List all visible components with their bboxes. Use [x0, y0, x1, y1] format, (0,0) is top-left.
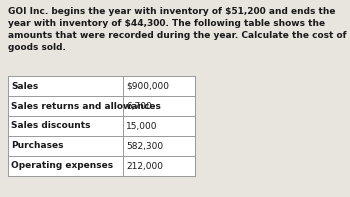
Bar: [123, 76, 195, 96]
Bar: [123, 96, 195, 116]
Text: $900,000: $900,000: [126, 82, 169, 90]
Bar: [8, 136, 123, 156]
Bar: [123, 136, 195, 156]
Bar: [8, 116, 123, 136]
Text: Sales discounts: Sales discounts: [11, 122, 91, 130]
Bar: [123, 116, 195, 136]
Bar: [8, 76, 123, 96]
Text: Sales returns and allowances: Sales returns and allowances: [11, 101, 161, 111]
Text: 212,000: 212,000: [126, 162, 163, 170]
Text: Operating expenses: Operating expenses: [11, 162, 113, 170]
Text: 582,300: 582,300: [126, 141, 163, 151]
Text: Sales: Sales: [11, 82, 38, 90]
Text: 15,000: 15,000: [126, 122, 158, 130]
Text: 6,700: 6,700: [126, 101, 152, 111]
Text: GOI Inc. begins the year with inventory of $51,200 and ends the
year with invent: GOI Inc. begins the year with inventory …: [8, 7, 346, 52]
Text: Purchases: Purchases: [11, 141, 63, 151]
Bar: [8, 96, 123, 116]
Bar: [123, 156, 195, 176]
Bar: [8, 156, 123, 176]
